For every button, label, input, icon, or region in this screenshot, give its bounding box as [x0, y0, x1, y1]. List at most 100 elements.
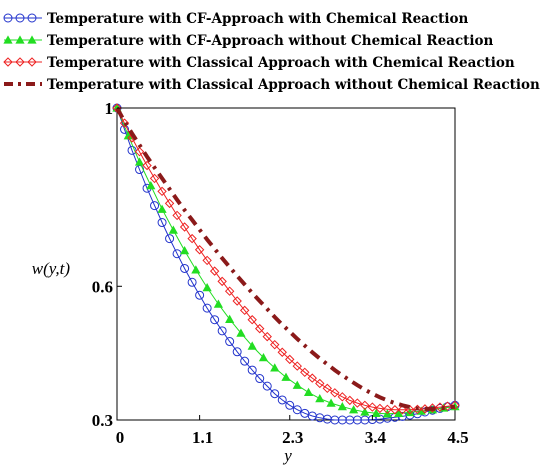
data-point — [232, 347, 242, 357]
data-point — [390, 405, 400, 415]
data-point — [213, 299, 223, 308]
data-point — [27, 13, 37, 23]
series-line — [116, 107, 456, 415]
x-tick-label: 2.3 — [282, 428, 303, 447]
data-point — [349, 405, 359, 414]
data-point — [258, 353, 269, 362]
x-tick-label: 4.5 — [447, 428, 468, 447]
y-axis-label: w(y,t) — [32, 259, 71, 278]
data-point — [367, 402, 378, 412]
data-point — [127, 145, 137, 155]
data-point — [450, 400, 460, 410]
data-point — [150, 201, 160, 211]
data-point — [262, 381, 272, 391]
data-point — [255, 374, 265, 384]
data-point — [149, 173, 160, 184]
x-tick-label: 0 — [116, 428, 125, 447]
data-point — [210, 315, 220, 325]
y-tick-label: 0.3 — [92, 411, 113, 430]
series-3 — [112, 103, 460, 415]
data-point — [165, 234, 175, 244]
data-point — [322, 383, 333, 394]
data-point — [307, 373, 317, 383]
data-point — [375, 403, 385, 414]
data-point — [326, 398, 336, 407]
legend-label: Temperature with CF-Approach with Chemic… — [47, 11, 468, 27]
data-point — [292, 405, 302, 415]
data-point — [164, 198, 175, 209]
data-point — [168, 225, 178, 234]
data-point — [157, 204, 167, 213]
data-point — [209, 266, 220, 276]
series-layer — [112, 103, 460, 425]
data-point — [270, 389, 280, 399]
data-point — [315, 378, 325, 389]
data-point — [247, 315, 257, 325]
data-point — [142, 160, 152, 171]
data-point — [337, 402, 347, 411]
data-point — [157, 186, 167, 197]
ticks: 0 1.1 2.3 3.4 4.5 0.3 0.6 1 — [92, 99, 469, 447]
legend-item-1: Temperature with CF-Approach with Chemic… — [3, 11, 468, 27]
data-point — [232, 296, 242, 306]
data-point — [360, 407, 370, 416]
x-axis-label: y — [282, 446, 292, 465]
data-point — [225, 337, 235, 347]
data-point — [270, 363, 280, 372]
data-point — [300, 367, 310, 378]
data-point — [442, 401, 453, 411]
data-point — [3, 13, 13, 23]
data-point — [172, 210, 182, 221]
data-point — [134, 157, 145, 166]
data-point — [195, 290, 205, 300]
data-point — [217, 276, 227, 287]
data-point — [123, 131, 133, 140]
data-point — [405, 407, 415, 417]
data-point — [330, 388, 340, 398]
data-point — [134, 146, 145, 157]
data-point — [345, 395, 355, 406]
data-point — [180, 246, 190, 255]
data-point — [187, 277, 197, 287]
legend-label: Temperature with Classical Approach with… — [47, 77, 540, 93]
x-tick-label: 1.1 — [192, 428, 213, 447]
data-point — [281, 372, 291, 381]
data-point — [277, 347, 287, 357]
plot-frame — [116, 107, 456, 421]
legend-item-3: Temperature with Classical Approach with… — [3, 55, 515, 71]
data-point — [412, 404, 423, 415]
data-point — [394, 408, 404, 417]
data-point — [285, 354, 295, 365]
data-point — [371, 408, 381, 417]
data-point — [224, 286, 235, 296]
data-point — [255, 323, 265, 334]
data-point — [3, 35, 13, 44]
legend-item-4: Temperature with Classical Approach with… — [4, 77, 540, 93]
legend-label: Temperature with Classical Approach with… — [47, 55, 515, 71]
data-point — [352, 398, 363, 408]
data-point — [27, 57, 37, 67]
series-2 — [112, 103, 460, 418]
data-point — [247, 365, 257, 375]
data-point — [337, 392, 348, 402]
data-point — [240, 356, 250, 366]
data-point — [382, 404, 393, 415]
data-point — [416, 406, 426, 415]
data-point — [225, 314, 235, 323]
y-tick-label: 1 — [105, 99, 114, 118]
data-point — [27, 35, 37, 44]
legend-item-2: Temperature with CF-Approach without Che… — [3, 33, 494, 49]
data-point — [179, 222, 190, 232]
data-point — [187, 233, 197, 244]
x-tick-label: 3.4 — [365, 428, 387, 447]
y-tick-label: 0.6 — [92, 277, 113, 296]
legend: Temperature with CF-Approach with Chemic… — [3, 11, 540, 93]
data-point — [262, 331, 272, 342]
data-point — [217, 326, 227, 336]
data-point — [3, 57, 13, 67]
data-point — [191, 265, 201, 274]
data-point — [270, 339, 280, 350]
data-point — [292, 380, 302, 389]
data-point — [15, 35, 25, 44]
